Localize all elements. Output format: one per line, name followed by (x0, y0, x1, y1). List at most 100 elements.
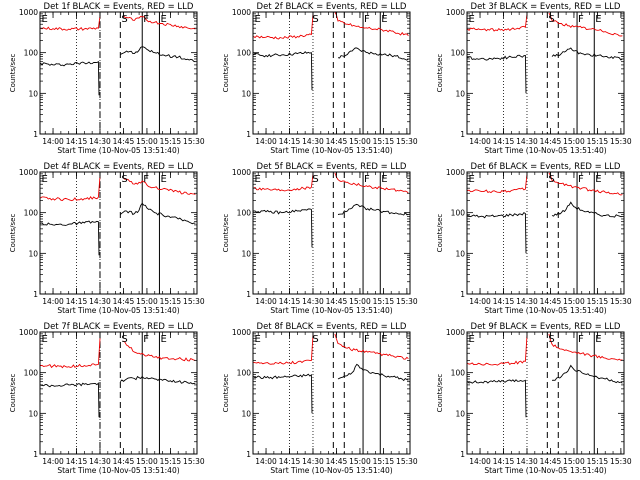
events-series-line (40, 375, 196, 418)
phase-marker: S (121, 14, 127, 25)
subplot-det-7: Det 7f BLACK = Events, RED = LLD 1 10 100 10… (9, 322, 205, 475)
y-tick-label: 1000 (446, 328, 465, 337)
subplot-title: Det 3f BLACK = Events, RED = LLD (471, 2, 621, 12)
y-tick-label: 1 (246, 290, 251, 299)
x-tick-label: 15:30 (183, 297, 205, 306)
y-axis-label: Counts/sec (222, 374, 230, 413)
events-series-line (467, 47, 623, 94)
phase-marker: S (121, 334, 127, 345)
y-axis-label: Counts/sec (222, 54, 230, 93)
phase-marker: E (469, 14, 475, 25)
y-axis-label: Counts/sec (436, 54, 444, 93)
x-tick-label: 15:15 (373, 457, 395, 466)
x-tick-label: 14:45 (113, 297, 135, 306)
events-series-line (40, 202, 196, 256)
x-tick-label: 14:00 (469, 457, 491, 466)
x-tick-label: 14:15 (493, 457, 515, 466)
phase-marker: F (143, 14, 149, 25)
x-tick-label: 14:15 (279, 297, 301, 306)
phase-marker: S (121, 174, 127, 185)
x-tick-label: 15:00 (136, 457, 158, 466)
plot-frame (466, 331, 625, 455)
phase-marker: E (595, 14, 601, 25)
y-tick-label: 1000 (232, 168, 251, 177)
x-tick-label: 15:30 (610, 457, 632, 466)
phase-marker: F (578, 334, 584, 345)
x-tick-label: 15:15 (160, 457, 182, 466)
x-tick-label: 15:15 (160, 297, 182, 306)
x-tick-label: 15:00 (136, 297, 158, 306)
x-tick-label: 15:15 (373, 137, 395, 146)
y-tick-label: 1000 (19, 328, 38, 337)
lld-series-line (253, 172, 409, 194)
x-tick-label: 14:00 (42, 137, 64, 146)
x-tick-label: 14:45 (540, 137, 562, 146)
y-tick-label: 100 (24, 49, 39, 58)
x-tick-label: 14:45 (540, 457, 562, 466)
y-tick-label: 10 (28, 249, 38, 258)
x-tick-label: 14:30 (302, 137, 324, 146)
x-tick-label: 15:15 (160, 137, 182, 146)
plot-frame (252, 11, 411, 135)
events-series-line (253, 203, 409, 248)
x-tick-label: 14:30 (89, 457, 111, 466)
subplot-title: Det 1f BLACK = Events, RED = LLD (44, 2, 194, 12)
events-series-line (253, 363, 409, 414)
plot-frame (39, 11, 198, 135)
y-tick-label: 1 (460, 290, 465, 299)
phase-marker: F (364, 14, 370, 25)
x-tick-label: 14:30 (89, 137, 111, 146)
x-axis-label: Start Time (10-Nov-05 13:51:40) (270, 306, 392, 315)
phase-marker: E (42, 174, 48, 185)
subplot-det-8: Det 8f BLACK = Events, RED = LLD 1 10 100 10… (222, 322, 418, 475)
y-tick-label: 1 (33, 290, 38, 299)
plot-frame (39, 171, 198, 295)
phase-marker: E (381, 334, 387, 345)
x-tick-label: 15:30 (396, 137, 418, 146)
x-tick-label: 14:15 (279, 457, 301, 466)
phase-marker: E (595, 334, 601, 345)
subplot-title: Det 6f BLACK = Events, RED = LLD (471, 162, 621, 172)
subplot-title: Det 7f BLACK = Events, RED = LLD (44, 322, 194, 332)
y-tick-label: 10 (455, 409, 465, 418)
phase-marker: F (143, 334, 149, 345)
x-tick-label: 14:45 (326, 457, 348, 466)
x-tick-label: 14:30 (516, 137, 538, 146)
x-axis-label: Start Time (10-Nov-05 13:51:40) (57, 306, 179, 315)
phase-marker: S (312, 174, 318, 185)
lld-series-line (467, 12, 623, 37)
x-tick-label: 14:15 (279, 137, 301, 146)
phase-marker: E (160, 334, 166, 345)
x-tick-label: 15:00 (563, 137, 585, 146)
x-tick-label: 15:30 (396, 457, 418, 466)
phase-marker: E (381, 14, 387, 25)
plot-frame (466, 171, 625, 295)
subplot-det-2: Det 2f BLACK = Events, RED = LLD 1 10 100 10… (222, 2, 418, 155)
x-tick-label: 14:00 (255, 297, 277, 306)
x-tick-label: 14:00 (255, 137, 277, 146)
x-tick-label: 14:15 (66, 457, 88, 466)
y-tick-label: 100 (237, 49, 252, 58)
y-tick-label: 10 (455, 249, 465, 258)
y-tick-label: 1000 (19, 168, 38, 177)
y-tick-label: 100 (24, 369, 39, 378)
y-tick-label: 1000 (446, 8, 465, 17)
x-tick-label: 15:00 (349, 297, 371, 306)
phase-marker: S (312, 334, 318, 345)
phase-marker: E (469, 334, 475, 345)
y-axis-label: Counts/sec (9, 54, 17, 93)
phase-marker: E (160, 174, 166, 185)
y-tick-label: 10 (455, 89, 465, 98)
x-axis-label: Start Time (10-Nov-05 13:51:40) (57, 146, 179, 155)
y-tick-label: 1000 (19, 8, 38, 17)
x-tick-label: 15:15 (587, 137, 609, 146)
events-series-line (40, 46, 196, 96)
y-tick-label: 1 (460, 130, 465, 139)
x-tick-label: 14:30 (516, 297, 538, 306)
x-tick-label: 14:00 (42, 297, 64, 306)
phase-marker: E (255, 14, 261, 25)
x-tick-label: 15:15 (373, 297, 395, 306)
x-tick-label: 14:00 (42, 457, 64, 466)
x-tick-label: 15:15 (587, 297, 609, 306)
